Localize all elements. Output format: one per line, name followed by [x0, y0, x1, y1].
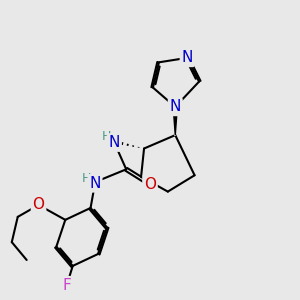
Text: H: H — [102, 130, 112, 142]
Text: F: F — [62, 278, 71, 293]
Text: N: N — [89, 176, 101, 191]
Text: H: H — [81, 172, 91, 185]
Text: O: O — [144, 177, 156, 192]
Text: O: O — [32, 197, 44, 212]
Text: N: N — [182, 50, 193, 65]
Text: N: N — [169, 99, 181, 114]
Text: N: N — [109, 135, 120, 150]
Polygon shape — [173, 107, 177, 135]
